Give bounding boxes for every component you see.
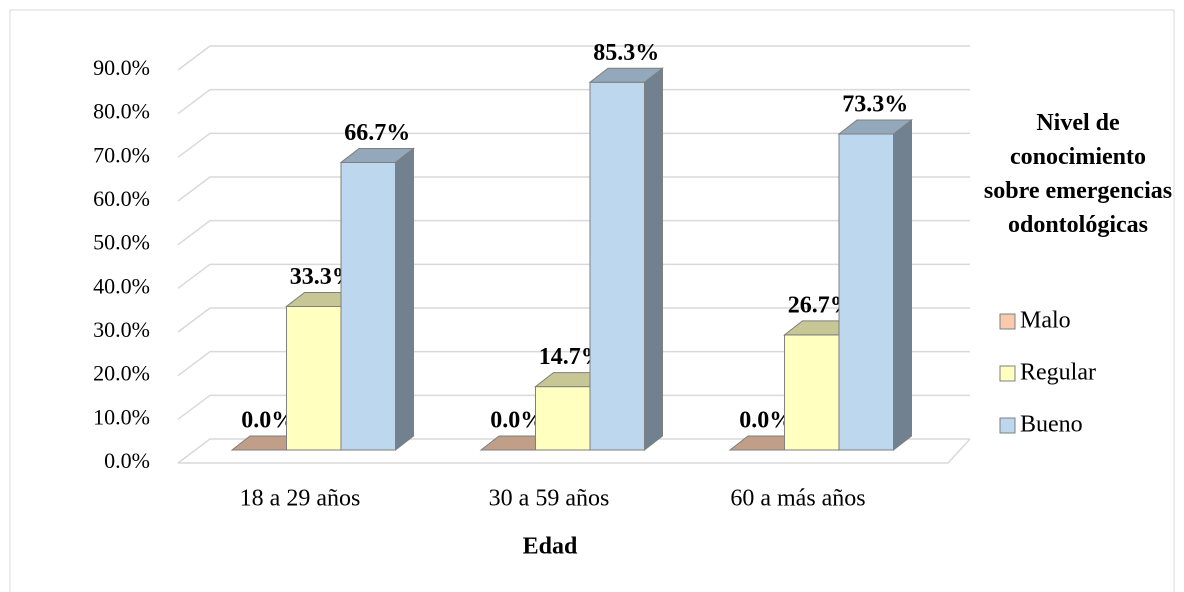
legend-swatch xyxy=(999,313,1016,330)
legend-label: Bueno xyxy=(1020,412,1083,438)
bar xyxy=(589,81,645,451)
grid-line xyxy=(177,263,970,289)
legend-swatch xyxy=(999,365,1016,382)
bar-side xyxy=(644,67,663,452)
bar xyxy=(340,161,396,451)
grid-line xyxy=(177,88,970,115)
y-tick-label: 30.0% xyxy=(93,317,150,342)
data-label: 73.3% xyxy=(842,91,908,117)
y-tick-label: 10.0% xyxy=(93,404,150,429)
x-tick-label: 60 a más años xyxy=(730,486,865,512)
x-tick-label: 30 a 59 años xyxy=(489,486,610,512)
y-tick-label: 20.0% xyxy=(93,361,150,386)
floor-edge xyxy=(178,438,971,464)
bar xyxy=(838,133,894,451)
chart-border xyxy=(9,9,1175,592)
y-tick-label: 50.0% xyxy=(93,230,150,255)
grid-line xyxy=(177,45,970,71)
grid-line xyxy=(177,176,970,202)
y-tick-label: 0.0% xyxy=(104,448,150,473)
bar xyxy=(535,386,591,451)
legend-swatch xyxy=(999,417,1016,434)
legend-label: Malo xyxy=(1020,308,1071,334)
bar-top xyxy=(837,119,913,135)
x-axis-label: Edad xyxy=(523,534,578,560)
grid-line xyxy=(177,219,970,246)
bar xyxy=(784,334,840,451)
legend-title: Nivel de conocimiento sobre emergencias … xyxy=(983,110,1173,238)
grid-line xyxy=(177,394,970,420)
y-tick-label: 80.0% xyxy=(93,99,150,124)
x-tick-label: 18 a 29 años xyxy=(240,486,361,512)
grid-line xyxy=(177,307,970,333)
y-tick-label: 40.0% xyxy=(93,273,150,298)
data-label: 85.3% xyxy=(593,40,659,66)
y-tick-label: 90.0% xyxy=(93,55,150,80)
grid-line xyxy=(177,350,970,377)
data-label: 66.7% xyxy=(344,120,410,146)
bar-top xyxy=(339,147,415,163)
y-tick-label: 60.0% xyxy=(93,186,150,211)
bar xyxy=(286,305,342,451)
bar-top xyxy=(588,67,664,83)
bar-side xyxy=(395,147,414,452)
grid-line xyxy=(177,132,970,158)
grid-line xyxy=(177,438,970,464)
legend-label: Regular xyxy=(1020,360,1096,386)
bar-side xyxy=(893,118,912,452)
y-tick-label: 70.0% xyxy=(93,142,150,167)
